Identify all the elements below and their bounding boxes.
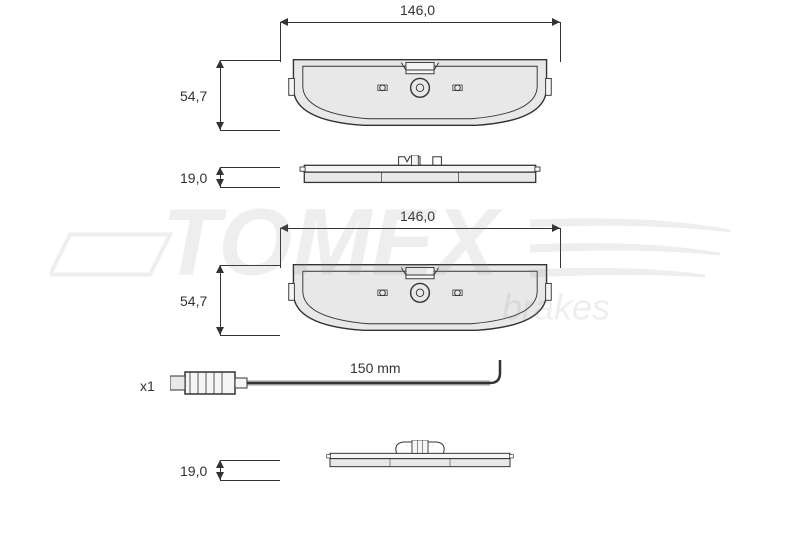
dim-arrow (216, 122, 224, 130)
wire-length-label: 150 mm (350, 360, 401, 376)
dim-arrow (216, 60, 224, 68)
brake-pad-top-front (280, 55, 560, 130)
dim-arrow (552, 224, 560, 232)
dim-line-height-bottom (220, 265, 221, 335)
dim-arrow (216, 265, 224, 273)
dim-extension (220, 60, 280, 61)
dim-extension (220, 167, 280, 168)
dim-extension (220, 130, 280, 131)
dim-thickness-top: 19,0 (180, 170, 207, 186)
dim-line-width-bottom (280, 228, 560, 229)
dim-arrow (216, 179, 224, 187)
dim-extension (560, 228, 561, 268)
dim-extension (560, 22, 561, 62)
dim-arrow (216, 460, 224, 468)
dim-height-bottom: 54,7 (180, 293, 207, 309)
brake-pad-top-side (280, 155, 560, 185)
dim-arrow (552, 18, 560, 26)
dim-extension (220, 265, 280, 266)
dim-thickness-bottom: 19,0 (180, 463, 207, 479)
brake-pad-bottom-front (280, 260, 560, 335)
dim-width-bottom: 146,0 (400, 208, 435, 224)
wire-count-label: x1 (140, 378, 155, 394)
dim-height-top: 54,7 (180, 88, 207, 104)
dim-arrow (216, 327, 224, 335)
dim-extension (220, 480, 280, 481)
dim-line-width-top (280, 22, 560, 23)
brake-pad-bottom-side (280, 440, 560, 470)
dim-arrow (280, 224, 288, 232)
technical-drawing: TOMEX brakes 146,0 54,7 (0, 0, 800, 534)
dim-arrow (216, 472, 224, 480)
dim-width-top: 146,0 (400, 2, 435, 18)
dim-arrow (280, 18, 288, 26)
dim-arrow (216, 167, 224, 175)
dim-extension (220, 187, 280, 188)
dim-extension (220, 335, 280, 336)
dim-line-height-top (220, 60, 221, 130)
dim-extension (220, 460, 280, 461)
